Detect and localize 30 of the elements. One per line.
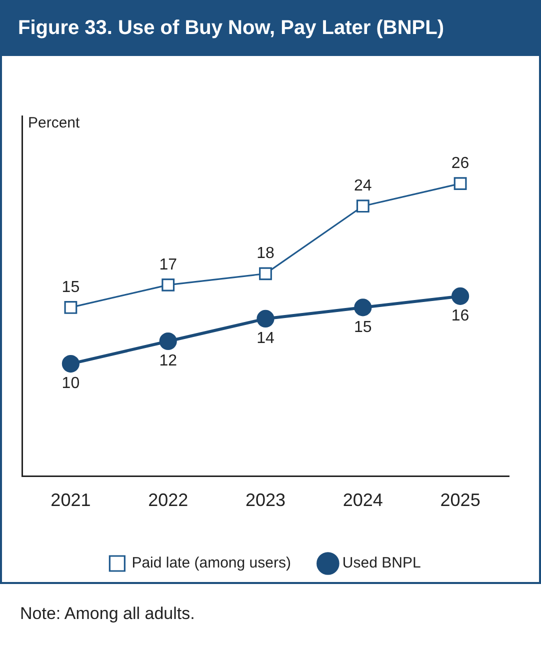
point: [256, 310, 274, 328]
y-axis-title: Percent: [28, 114, 81, 132]
point: [354, 298, 372, 316]
text: Note: Among all adults.: [19, 604, 196, 624]
point: [162, 278, 175, 292]
legend-label: Used BNPL: [342, 554, 421, 572]
chart-title: Figure 33. Use of Buy Now, Pay Later (BNPL): [0, 0, 541, 56]
point: [356, 200, 370, 213]
point: [62, 354, 80, 373]
data-label: 17: [159, 256, 178, 274]
data-label: 15: [62, 278, 80, 296]
data-label: 14: [256, 330, 274, 348]
data-label: 10: [62, 375, 80, 392]
point: [452, 287, 470, 305]
point: [159, 332, 177, 350]
data-label: 26: [451, 154, 470, 172]
data-label: 18: [256, 245, 274, 262]
point: [454, 177, 467, 190]
x-tick-label: 2025: [440, 490, 480, 510]
point: [259, 267, 272, 280]
legend-label: Paid late (among users): [132, 554, 291, 572]
x-tick-label: 2024: [342, 490, 383, 510]
data-label: 15: [354, 318, 372, 336]
point: [64, 301, 78, 314]
x-tick-label: 2021: [50, 490, 91, 510]
x-tick-label: 2022: [148, 490, 188, 510]
data-label: 12: [159, 352, 178, 370]
data-label: 16: [451, 308, 470, 325]
x-tick-label: 2023: [245, 490, 286, 510]
data-label: 24: [354, 178, 372, 195]
